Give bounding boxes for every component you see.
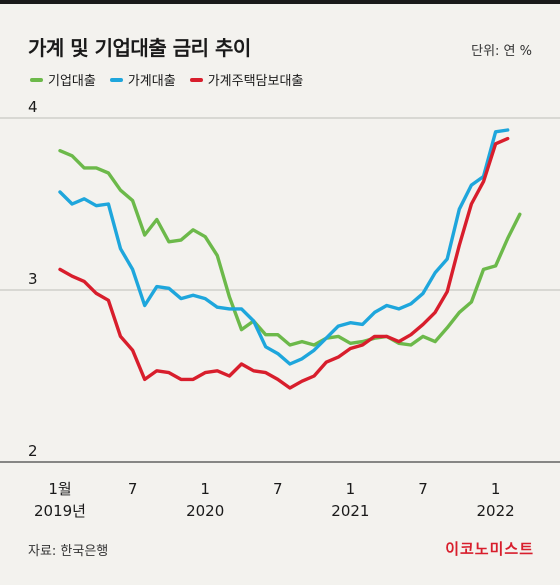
legend-item-corporate: 기업대출: [30, 70, 96, 89]
x-tick-label: 7: [128, 480, 138, 498]
x-tick-label: 7: [273, 480, 283, 498]
source-note: 자료: 한국은행: [28, 544, 109, 559]
x-tick-label: 1월: [48, 480, 71, 498]
legend-item-mortgage: 가계주택담보대출: [189, 70, 304, 89]
legend-swatch-household: [109, 77, 123, 82]
top-rule: [0, 0, 560, 4]
legend: 기업대출 가계대출 가계주택담보대출: [30, 70, 303, 89]
x-tick-label: 1: [200, 480, 210, 498]
series-line-2: [58, 136, 510, 390]
x-tick-label: 7: [418, 480, 428, 498]
legend-label-mortgage: 가계주택담보대출: [207, 74, 304, 89]
series-line-0: [58, 148, 522, 347]
legend-item-household: 가계대출: [109, 70, 176, 89]
x-tick-sublabel: 2022: [477, 502, 515, 520]
x-tick-label: 1: [491, 480, 501, 498]
legend-swatch-mortgage: [189, 77, 203, 82]
x-tick-sublabel: 2019년: [34, 502, 86, 520]
x-tick-sublabel: 2021: [331, 502, 369, 520]
x-tick-sublabel: 2020: [186, 502, 224, 520]
chart-title: 가계 및 기업대출 금리 추이: [28, 36, 251, 60]
y-tick-label: 3: [28, 270, 38, 288]
x-tick-label: 1: [346, 480, 356, 498]
legend-label-household: 가계대출: [127, 74, 176, 89]
legend-label-corporate: 기업대출: [48, 74, 96, 89]
y-tick-label: 2: [28, 442, 38, 460]
unit-label: 단위: 연 %: [471, 44, 532, 59]
series-line-1: [58, 128, 510, 366]
brand-logo: 이코노미스트: [445, 540, 534, 558]
legend-swatch-corporate: [30, 77, 43, 82]
y-tick-label: 4: [28, 98, 38, 116]
